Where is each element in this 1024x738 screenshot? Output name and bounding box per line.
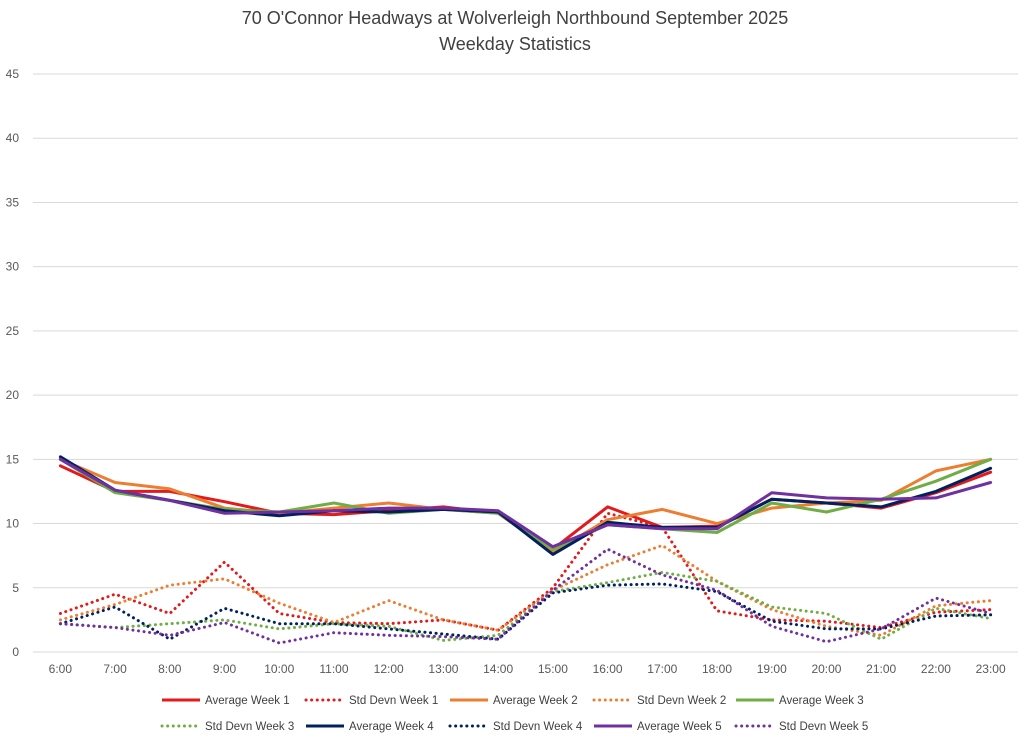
x-tick-label: 7:00 bbox=[103, 662, 127, 676]
x-tick-label: 22:00 bbox=[921, 662, 951, 676]
legend-label-10: Std Devn Week 5 bbox=[779, 721, 868, 733]
legend-label-9: Average Week 5 bbox=[637, 721, 722, 733]
x-tick-label: 12:00 bbox=[374, 662, 404, 676]
legend-label-6: Std Devn Week 3 bbox=[205, 721, 294, 733]
legend-label-2: Std Devn Week 1 bbox=[349, 695, 438, 707]
x-tick-label: 11:00 bbox=[319, 662, 348, 676]
legend-label-1: Average Week 1 bbox=[205, 695, 290, 707]
y-tick-label: 0 bbox=[12, 645, 19, 659]
x-tick-label: 19:00 bbox=[757, 662, 787, 676]
y-tick-label: 45 bbox=[6, 67, 20, 81]
series-lines bbox=[58, 455, 993, 645]
x-tick-label: 9:00 bbox=[213, 662, 237, 676]
series-line-9 bbox=[58, 457, 993, 549]
legend-label-5: Average Week 3 bbox=[779, 695, 864, 707]
x-tick-label: 13:00 bbox=[428, 662, 458, 676]
legend-label-8: Std Devn Week 4 bbox=[493, 721, 583, 733]
y-tick-label: 5 bbox=[12, 581, 19, 595]
x-tick-label: 18:00 bbox=[702, 662, 732, 676]
y-tick-label: 40 bbox=[6, 131, 20, 145]
y-tick-label: 15 bbox=[6, 452, 20, 466]
gridlines bbox=[33, 73, 1018, 653]
series-line-2 bbox=[58, 511, 993, 632]
x-tick-label: 6:00 bbox=[49, 662, 73, 676]
legend-label-4: Std Devn Week 2 bbox=[637, 695, 726, 707]
x-tick-label: 15:00 bbox=[538, 662, 568, 676]
legend-label-3: Average Week 2 bbox=[493, 695, 578, 707]
y-tick-label: 25 bbox=[6, 324, 20, 338]
chart-title: 70 O'Connor Headways at Wolverleigh Nort… bbox=[242, 8, 788, 28]
x-tick-label: 10:00 bbox=[264, 662, 294, 676]
x-tick-label: 16:00 bbox=[593, 662, 623, 676]
y-tick-label: 30 bbox=[6, 260, 20, 274]
series-line-7 bbox=[58, 455, 993, 556]
y-tick-label: 20 bbox=[6, 388, 20, 402]
x-tick-label: 23:00 bbox=[976, 662, 1006, 676]
legend-label-7: Average Week 4 bbox=[349, 721, 434, 733]
series-line-10 bbox=[58, 547, 993, 645]
y-axis-tick-labels: 0 5 10 15 20 25 30 35 40 45 bbox=[6, 67, 20, 659]
series-line-8 bbox=[58, 582, 993, 641]
legend: Average Week 1 Std Devn Week 1 Average Wee… bbox=[160, 695, 868, 733]
x-tick-label: 20:00 bbox=[811, 662, 841, 676]
x-tick-label: 17:00 bbox=[647, 662, 677, 676]
x-tick-label: 8:00 bbox=[158, 662, 182, 676]
x-tick-label: 14:00 bbox=[483, 662, 513, 676]
y-tick-label: 10 bbox=[6, 517, 20, 531]
x-axis-tick-labels: 6:00 7:00 8:00 9:00 10:00 11:00 12:00 13:00 14:0… bbox=[49, 662, 1006, 676]
x-tick-label: 21:00 bbox=[866, 662, 896, 676]
y-tick-label: 35 bbox=[6, 195, 20, 209]
chart-subtitle: Weekday Statistics bbox=[439, 34, 591, 54]
